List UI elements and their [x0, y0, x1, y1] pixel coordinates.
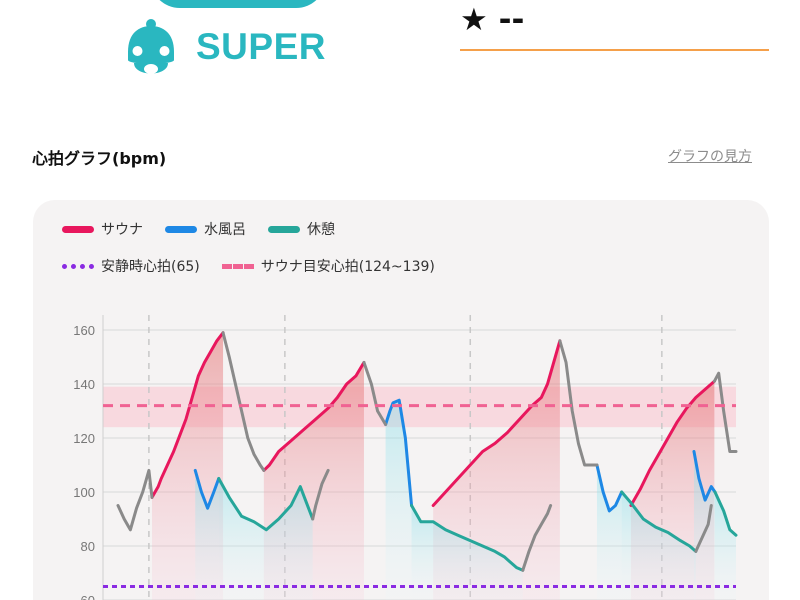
legend-swatch-resting-hr [62, 263, 94, 269]
area-cold-bath [596, 465, 622, 600]
area-sauna [433, 340, 560, 600]
legend-label-target-hr: サウナ目安心拍(124~139) [260, 259, 435, 275]
legend-row-reference: 安静時心拍(65) サウナ目安心拍(124~139) [62, 256, 457, 276]
series-line-rest [410, 504, 525, 572]
graph-help-link[interactable]: グラフの見方 [668, 149, 752, 165]
area-rest [621, 492, 696, 600]
series-line-rest [217, 477, 315, 532]
series-line-sauna [431, 339, 562, 507]
series-line-cold-bath [384, 398, 414, 507]
legend-swatch-target-hr [221, 263, 254, 269]
rating-display: ★ -- [460, 2, 524, 38]
legend-label-cold-bath: 水風呂 [204, 222, 246, 238]
series-line-transition [221, 331, 266, 472]
legend-item-sauna: サウナ [62, 219, 143, 239]
rating-value: -- [498, 2, 525, 38]
series-line-transition [521, 504, 553, 572]
star-icon: ★ [460, 2, 488, 38]
legend-swatch-sauna [62, 225, 94, 233]
series-line-transition [558, 339, 599, 467]
series-line-transition [362, 360, 388, 426]
series-line-transition [712, 371, 738, 453]
legend-item-rest: 休憩 [268, 219, 335, 239]
area-rest [714, 492, 736, 600]
legend-label-resting-hr: 安静時心拍(65) [101, 259, 200, 275]
series-line-transition [311, 468, 330, 521]
series-line-transition [694, 504, 713, 553]
section-title: 心拍グラフ(bpm) [32, 149, 167, 168]
series-line-rest [713, 490, 738, 537]
legend-row-phases: サウナ 水風呂 休憩 [62, 219, 357, 239]
legend-label-sauna: サウナ [101, 222, 143, 238]
legend-item-cold-bath: 水風呂 [165, 219, 246, 239]
rank-badge-label: SUPER [196, 26, 326, 67]
series-line-cold-bath [692, 450, 717, 502]
series-line-transition [116, 468, 154, 532]
legend-item-target-hr: サウナ目安心拍(124~139) [221, 256, 435, 276]
area-cold-bath [385, 400, 412, 600]
y-tick-label: 140 [73, 377, 95, 392]
area-rest [411, 505, 523, 600]
series-line-cold-bath [595, 463, 624, 513]
area-cold-bath [195, 470, 219, 600]
legend-swatch-cold-bath [165, 225, 197, 233]
y-tick-label: 80 [81, 539, 95, 554]
header-arc [150, 0, 326, 8]
y-tick-label: 100 [73, 485, 95, 500]
series-line-sauna [629, 379, 716, 507]
y-tick-label: 160 [73, 323, 95, 338]
series-line-sauna [150, 331, 225, 499]
helmet-face-icon [122, 16, 180, 84]
area-cold-bath [693, 451, 715, 600]
series-line-rest [620, 490, 698, 553]
y-tick-label: 120 [73, 431, 95, 446]
rating-underline [460, 49, 769, 51]
legend-label-rest: 休憩 [307, 222, 335, 238]
series-line-sauna [262, 360, 366, 472]
y-tick-label: 60 [81, 593, 95, 600]
legend-item-resting-hr: 安静時心拍(65) [62, 256, 200, 276]
series-line-cold-bath [193, 468, 221, 510]
legend-swatch-rest [268, 225, 300, 233]
